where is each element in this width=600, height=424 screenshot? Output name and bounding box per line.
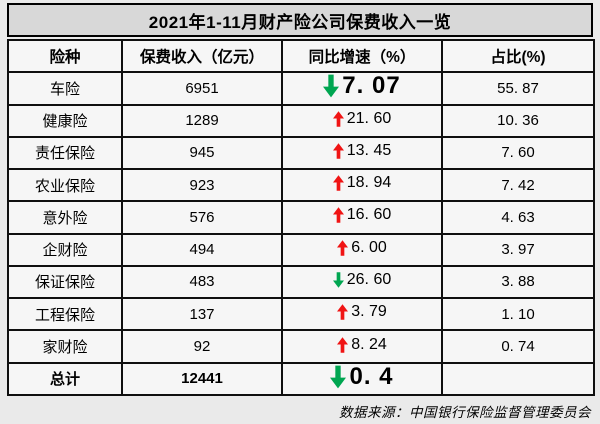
growth-value: 16. 60 bbox=[346, 206, 392, 224]
growth-cell: 0. 4 bbox=[281, 361, 443, 397]
share-cell: 10. 36 bbox=[441, 103, 595, 138]
growth-cell: 7. 07 bbox=[281, 71, 443, 106]
header-share: 占比(%) bbox=[441, 38, 595, 74]
growth-value: 26. 60 bbox=[346, 270, 392, 288]
table-row: 保证保险 483 26. 60 3. 88 bbox=[7, 264, 595, 300]
premium-cell: 923 bbox=[121, 168, 283, 203]
growth-value: 0. 4 bbox=[349, 362, 394, 390]
share-cell bbox=[441, 361, 595, 397]
premium-cell: 483 bbox=[121, 264, 283, 300]
share-cell: 3. 88 bbox=[441, 264, 595, 300]
table-title: 2021年1-11月财产险公司保费收入一览 bbox=[7, 3, 593, 37]
header-row: 险种 保费收入（亿元） 同比增速（%） 占比(%) bbox=[7, 38, 595, 74]
premium-cell: 945 bbox=[121, 135, 283, 171]
table-row: 企财险 494 6. 00 3. 97 bbox=[7, 232, 595, 267]
header-yoy-growth: 同比增速（%） bbox=[281, 38, 443, 74]
insurance-type-cell: 车险 bbox=[7, 71, 123, 106]
insurance-type-cell: 责任保险 bbox=[7, 135, 123, 171]
up-arrow-icon bbox=[337, 336, 349, 353]
premium-cell: 12441 bbox=[121, 361, 283, 397]
premium-cell: 6951 bbox=[121, 71, 283, 106]
up-arrow-icon bbox=[332, 143, 344, 159]
premium-cell: 1289 bbox=[121, 103, 283, 138]
share-cell: 7. 60 bbox=[441, 135, 595, 171]
header-premium-income: 保费收入（亿元） bbox=[121, 38, 283, 74]
table-row: 意外险 576 16. 60 4. 63 bbox=[7, 200, 595, 235]
insurance-type-cell: 保证保险 bbox=[7, 264, 123, 300]
header-insurance-type: 险种 bbox=[7, 38, 123, 74]
growth-cell: 26. 60 bbox=[281, 264, 443, 300]
data-source-note: 数据来源：中国银行保险监督管理委员会 bbox=[339, 405, 591, 420]
down-arrow-icon bbox=[330, 365, 347, 389]
growth-cell: 8. 24 bbox=[281, 329, 443, 364]
growth-value: 13. 45 bbox=[346, 141, 392, 159]
growth-value: 8. 24 bbox=[351, 335, 387, 353]
growth-value: 7. 07 bbox=[342, 72, 401, 100]
up-arrow-icon bbox=[332, 207, 344, 224]
table-row: 工程保险 137 3. 79 1. 10 bbox=[7, 297, 595, 332]
table-row: 车险 6951 7. 07 55. 87 bbox=[7, 71, 595, 106]
growth-cell: 21. 60 bbox=[281, 103, 443, 138]
premium-cell: 137 bbox=[121, 297, 283, 332]
table-row: 家财险 92 8. 24 0. 74 bbox=[7, 329, 595, 364]
premium-cell: 92 bbox=[121, 329, 283, 364]
up-arrow-icon bbox=[337, 239, 349, 256]
insurance-type-cell: 意外险 bbox=[7, 200, 123, 235]
up-arrow-icon bbox=[337, 304, 349, 321]
growth-value: 3. 79 bbox=[351, 303, 387, 321]
insurance-type-cell: 家财险 bbox=[7, 329, 123, 364]
premium-income-table: 险种 保费收入（亿元） 同比增速（%） 占比(%) 车险 6951 7. 07 … bbox=[7, 38, 595, 397]
total-row: 总计 12441 0. 4 bbox=[7, 361, 595, 397]
share-cell: 55. 87 bbox=[441, 71, 595, 106]
premium-cell: 576 bbox=[121, 200, 283, 235]
share-cell: 0. 74 bbox=[441, 329, 595, 364]
down-arrow-icon bbox=[332, 272, 344, 288]
growth-cell: 16. 60 bbox=[281, 200, 443, 235]
growth-cell: 6. 00 bbox=[281, 232, 443, 267]
table-row: 健康险 1289 21. 60 10. 36 bbox=[7, 103, 595, 138]
share-cell: 7. 42 bbox=[441, 168, 595, 203]
growth-value: 6. 00 bbox=[351, 238, 387, 256]
share-cell: 4. 63 bbox=[441, 200, 595, 235]
growth-cell: 13. 45 bbox=[281, 135, 443, 171]
growth-cell: 18. 94 bbox=[281, 168, 443, 203]
growth-cell: 3. 79 bbox=[281, 297, 443, 332]
insurance-type-cell: 总计 bbox=[7, 361, 123, 397]
insurance-type-cell: 农业保险 bbox=[7, 168, 123, 203]
insurance-type-cell: 工程保险 bbox=[7, 297, 123, 332]
up-arrow-icon bbox=[332, 175, 344, 191]
up-arrow-icon bbox=[332, 110, 344, 127]
insurance-type-cell: 企财险 bbox=[7, 232, 123, 267]
growth-value: 18. 94 bbox=[346, 174, 392, 192]
insurance-type-cell: 健康险 bbox=[7, 103, 123, 138]
table-row: 农业保险 923 18. 94 7. 42 bbox=[7, 168, 595, 203]
table-row: 责任保险 945 13. 45 7. 60 bbox=[7, 135, 595, 171]
down-arrow-icon bbox=[323, 75, 340, 98]
premium-cell: 494 bbox=[121, 232, 283, 267]
share-cell: 1. 10 bbox=[441, 297, 595, 332]
share-cell: 3. 97 bbox=[441, 232, 595, 267]
growth-value: 21. 60 bbox=[346, 109, 392, 127]
